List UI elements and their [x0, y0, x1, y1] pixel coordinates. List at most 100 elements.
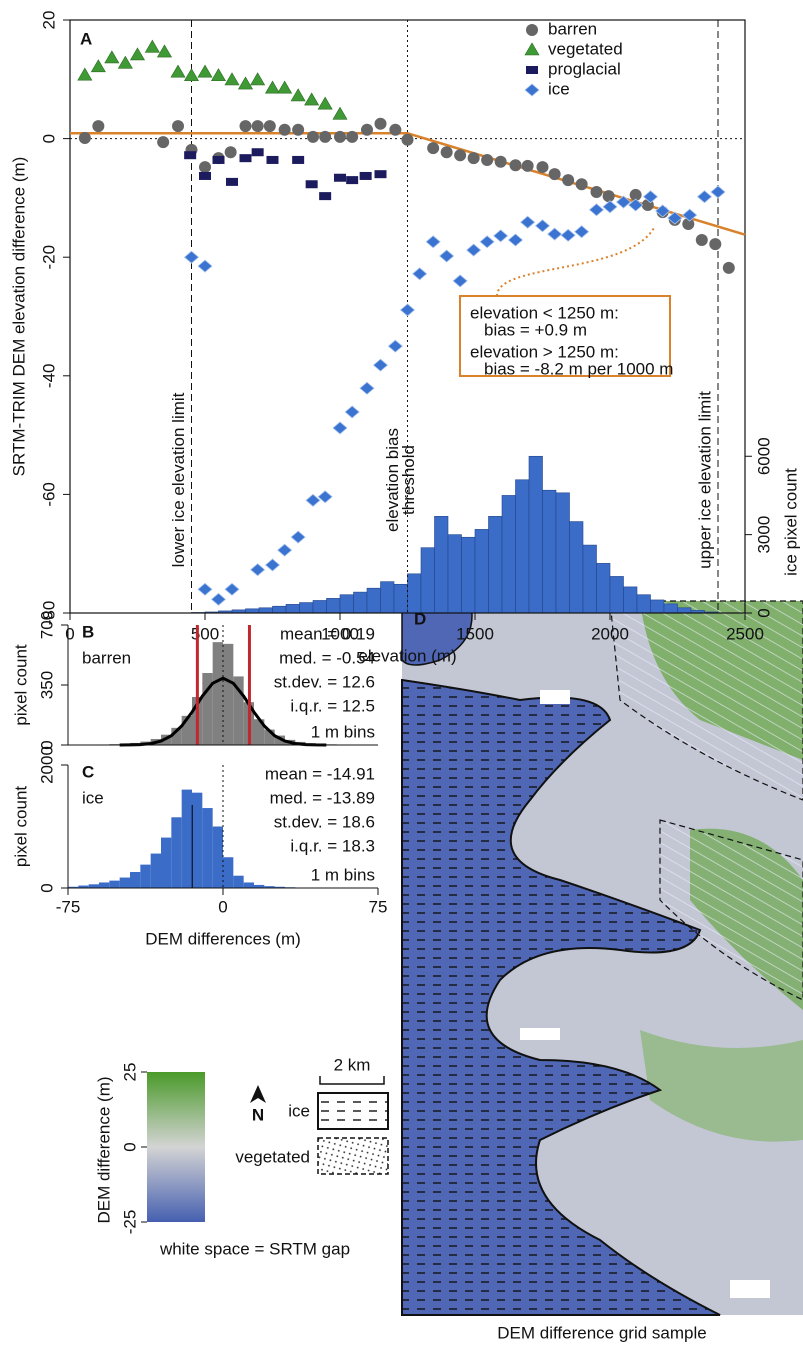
- histogram-bar: [542, 489, 557, 614]
- ice-outline: [401, 678, 721, 1316]
- point: [452, 274, 468, 288]
- point: [547, 227, 563, 241]
- x-tick-label: 0: [218, 897, 227, 916]
- histogram-bar: [274, 735, 285, 745]
- point: [92, 120, 105, 133]
- histogram-bar: [264, 886, 275, 888]
- point: [250, 72, 266, 86]
- stat-text: i.q.r. = 18.3: [290, 836, 375, 855]
- point: [184, 151, 197, 160]
- point: [562, 174, 575, 187]
- point: [521, 159, 534, 172]
- point: [210, 592, 227, 606]
- point: [266, 155, 279, 164]
- point: [197, 64, 213, 78]
- point: [264, 80, 281, 94]
- point: [467, 152, 480, 165]
- y-axis-label: pixel count: [11, 644, 30, 726]
- point: [197, 582, 213, 596]
- histogram-bar: [68, 886, 79, 888]
- colorbar: [147, 1072, 205, 1222]
- scale-label: 2 km: [334, 1055, 371, 1074]
- histogram-bar: [434, 516, 449, 614]
- vline-label: elevation bias: [383, 428, 402, 532]
- histogram-bar: [119, 877, 130, 888]
- point: [292, 155, 305, 164]
- y-tick-label: 2000: [37, 746, 56, 784]
- map-caption: DEM difference grid sample: [497, 1323, 706, 1342]
- point: [334, 130, 346, 143]
- point: [251, 148, 264, 157]
- point: [493, 229, 509, 243]
- vline-label: upper ice elevation limit: [695, 391, 714, 569]
- histogram-bar: [515, 479, 530, 614]
- histogram-bar: [353, 591, 368, 614]
- histogram-bar: [380, 581, 395, 614]
- legend-marker: [526, 24, 538, 36]
- y-tick-label: 0: [37, 883, 56, 892]
- point: [117, 55, 133, 69]
- point: [520, 215, 536, 229]
- y-tick-label: -40: [39, 364, 58, 389]
- colorbar-title: DEM difference (m): [94, 1076, 113, 1223]
- point: [344, 405, 360, 419]
- north-arrow: [250, 1085, 266, 1103]
- ice-legend-swatch: [317, 1092, 389, 1130]
- point: [277, 80, 293, 94]
- point: [682, 208, 698, 222]
- point: [77, 67, 93, 81]
- histogram-bar: [223, 643, 234, 745]
- point: [317, 96, 333, 110]
- histogram-bar: [420, 547, 435, 614]
- histogram-bar: [223, 857, 234, 888]
- histogram-bar: [299, 602, 314, 614]
- point: [667, 211, 683, 225]
- histogram-bar: [88, 884, 99, 888]
- panel-label: A: [80, 29, 92, 48]
- point: [277, 543, 293, 557]
- point: [588, 203, 605, 217]
- x-tick-label: 0: [65, 624, 74, 643]
- histogram-bar: [212, 642, 223, 745]
- point: [304, 92, 320, 106]
- fit-curve: [119, 676, 327, 747]
- point: [224, 146, 237, 159]
- point: [602, 190, 615, 203]
- point: [359, 171, 372, 180]
- point: [466, 243, 482, 257]
- fit-line: [70, 132, 746, 236]
- histogram-bar: [650, 599, 665, 614]
- stat-text: i.q.r. = 12.5: [290, 696, 375, 715]
- point: [642, 190, 659, 204]
- point: [509, 159, 522, 172]
- annotation-text: bias = -8.2 m per 1000 m: [484, 359, 673, 378]
- histogram-bar: [243, 882, 254, 888]
- vegetated-zone: [609, 600, 803, 801]
- srtm-gap: [540, 690, 570, 704]
- histogram-bar: [312, 600, 327, 614]
- stat-text: mean = -14.91: [265, 764, 375, 783]
- histogram-bar: [555, 492, 570, 614]
- point: [224, 582, 240, 596]
- histogram-bar: [264, 729, 275, 745]
- y-tick-label: 0: [39, 134, 58, 143]
- y2-tick-label: 3000: [754, 516, 773, 554]
- srtm-gap: [520, 1028, 560, 1040]
- point: [695, 234, 708, 247]
- x-tick-label: 2500: [726, 624, 764, 643]
- point: [144, 39, 160, 53]
- map-panel: D DEM difference grid sample: [401, 600, 803, 1342]
- point: [334, 173, 346, 182]
- point: [226, 177, 238, 186]
- x-tick-label: 1000: [321, 624, 359, 643]
- y-tick-label: 0: [37, 740, 56, 749]
- histogram-bar: [99, 882, 110, 888]
- point: [709, 238, 722, 251]
- annotation-text: bias = +0.9 m: [484, 320, 587, 339]
- y-axis-label: pixel count: [11, 786, 30, 868]
- point: [372, 358, 389, 372]
- point: [722, 261, 735, 274]
- point: [427, 142, 440, 155]
- point: [536, 161, 549, 174]
- x-axis-label: DEM differences (m): [145, 929, 301, 948]
